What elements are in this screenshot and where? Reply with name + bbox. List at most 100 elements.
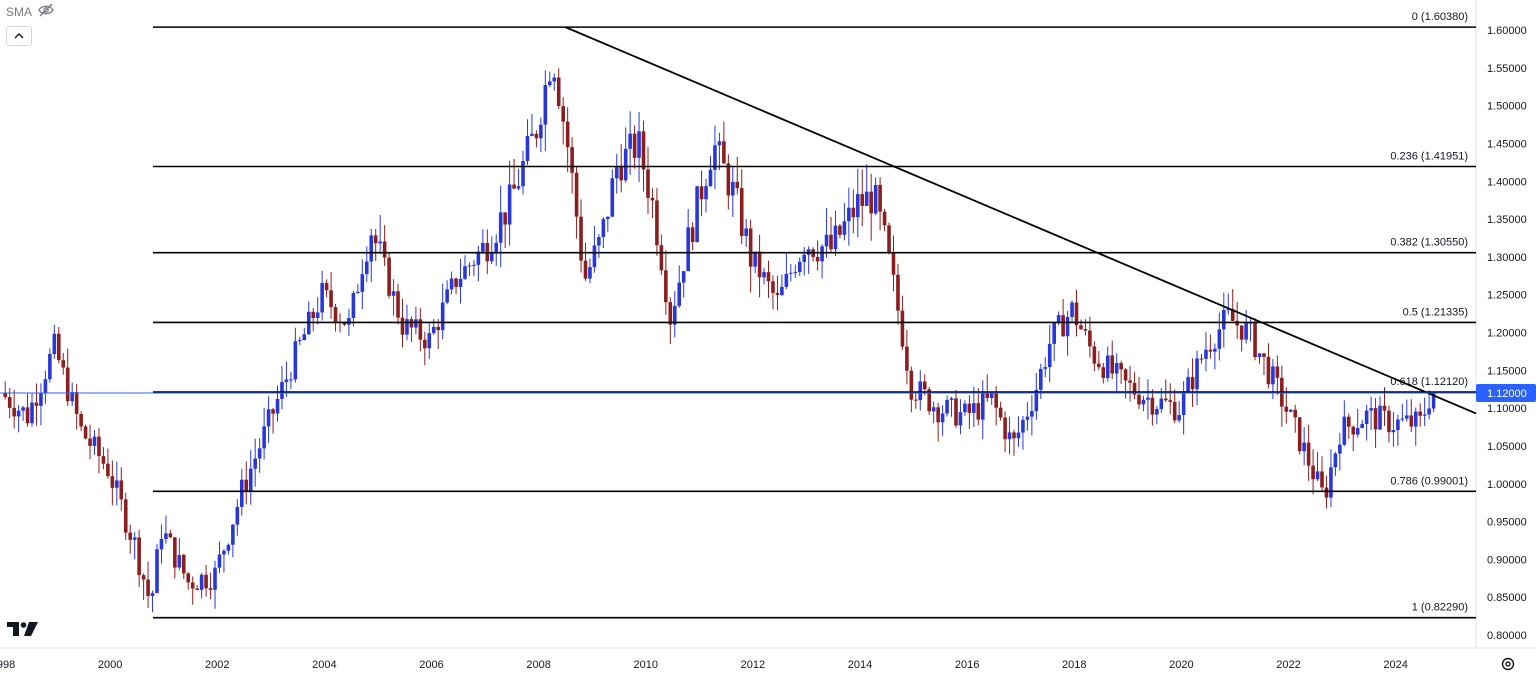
candle-body [1190, 377, 1195, 390]
candle-body [199, 574, 204, 590]
candle-body [1253, 322, 1257, 358]
candle-body [302, 334, 307, 341]
candle-body [97, 436, 101, 457]
candle-body [659, 245, 664, 271]
candle-body [896, 274, 900, 311]
candle-body [1387, 410, 1391, 433]
candle-body [1204, 349, 1208, 359]
candle-body [775, 292, 780, 296]
current-price-badge [1476, 384, 1536, 402]
candle-body [400, 317, 405, 335]
candle-body [905, 346, 909, 371]
candle-body [525, 135, 530, 162]
candle-body [414, 319, 418, 328]
candle-body [516, 186, 521, 189]
candle-body [1025, 416, 1030, 420]
candle-body [570, 147, 574, 173]
candle-body [793, 271, 798, 273]
candle-body [976, 403, 981, 420]
candle-body [753, 251, 757, 267]
candle-body [141, 575, 146, 580]
candle-body [382, 241, 387, 258]
candle-body [235, 506, 240, 525]
candle-body [378, 241, 382, 244]
tradingview-logo-icon[interactable] [6, 620, 40, 643]
fib-level-label: 0.382 (1.30550) [1390, 237, 1468, 249]
candle-body [766, 272, 771, 282]
candle-body [244, 479, 249, 491]
candle-body [784, 273, 789, 287]
candle-body [972, 403, 976, 413]
candle-body [39, 392, 43, 406]
candle-body [1378, 405, 1382, 430]
candle-body [1168, 400, 1173, 402]
candle-body [503, 212, 507, 225]
eye-off-icon[interactable] [38, 3, 54, 20]
candle-body [445, 289, 449, 303]
candle-body [677, 282, 682, 306]
chevron-up-icon [14, 33, 24, 39]
candle-body [320, 283, 324, 313]
candle-body [217, 554, 222, 568]
candle-body [1105, 355, 1110, 378]
candle-body [293, 341, 298, 380]
x-tick-label: 2016 [955, 659, 979, 671]
candle-body [1110, 355, 1115, 374]
candle-body [1346, 416, 1351, 427]
candle-body [967, 403, 972, 413]
candle-body [1396, 419, 1400, 431]
candle-body [1351, 426, 1356, 435]
candle-body [672, 305, 677, 325]
candle-body [1248, 322, 1253, 324]
x-tick-label: 2018 [1062, 659, 1086, 671]
candle-body [52, 333, 57, 355]
candle-body [222, 550, 226, 555]
candle-body [1195, 358, 1199, 390]
candle-body [762, 272, 766, 278]
sma-label: SMA [6, 4, 33, 19]
candle-body [61, 360, 66, 368]
candle-body [847, 207, 851, 222]
candle-body [1016, 432, 1021, 439]
candle-body [12, 407, 16, 417]
candle-body [101, 456, 106, 464]
candle-body [155, 549, 159, 594]
candle-body [110, 476, 115, 488]
candle-body [1257, 353, 1262, 358]
candle-body [838, 225, 842, 235]
candle-body [1271, 366, 1275, 385]
candle-body [1427, 408, 1431, 415]
candle-body [1391, 430, 1396, 433]
candle-body [1222, 309, 1226, 330]
candle-body [882, 211, 887, 226]
candle-body [512, 184, 516, 189]
candle-body [186, 573, 191, 583]
candle-body [815, 256, 820, 262]
y-tick-label: 1.15000 [1487, 365, 1527, 377]
candle-body [748, 228, 753, 267]
candle-body [1137, 394, 1141, 405]
candle-body [74, 392, 79, 415]
candle-body [298, 340, 302, 342]
gear-icon[interactable] [1500, 656, 1516, 677]
trendline[interactable] [565, 26, 1477, 415]
candle-body [1101, 367, 1106, 378]
x-tick-label: 2010 [634, 659, 658, 671]
candle-body [690, 227, 695, 243]
candle-body [887, 225, 891, 253]
candle-body [423, 339, 427, 349]
candle-body [963, 403, 967, 413]
collapse-legend-button[interactable] [6, 26, 32, 46]
candle-body [739, 188, 744, 236]
candle-body [123, 499, 128, 533]
candle-body [463, 266, 467, 279]
candle-body [65, 367, 70, 402]
candle-body [1141, 399, 1146, 405]
candle-body [556, 77, 561, 107]
candle-body [1311, 465, 1315, 480]
candle-body [342, 321, 347, 325]
candle-body [833, 225, 838, 250]
candle-body [405, 319, 409, 335]
x-tick-label: 2014 [848, 659, 872, 671]
